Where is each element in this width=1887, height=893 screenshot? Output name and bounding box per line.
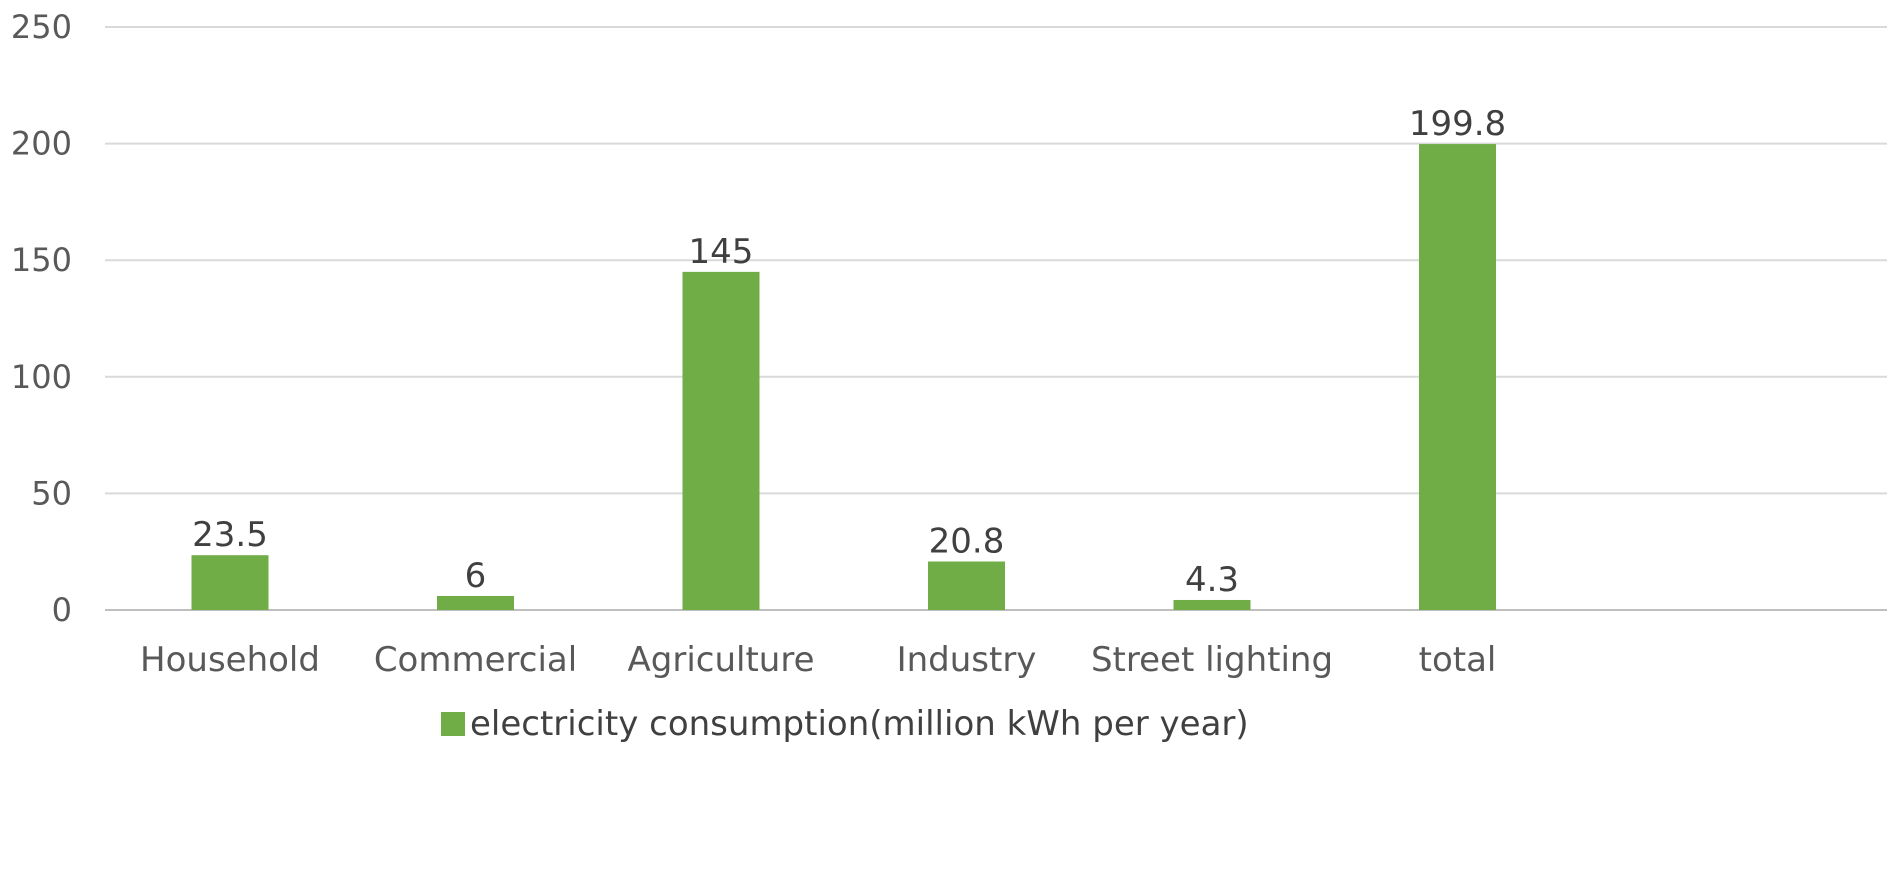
x-tick-label: Agriculture (628, 640, 815, 680)
x-tick-label: total (1419, 640, 1497, 680)
legend-swatch (441, 712, 465, 736)
x-tick-label: Industry (897, 640, 1037, 680)
bar (1173, 599, 1251, 610)
data-label: 20.8 (929, 521, 1005, 561)
bar (1419, 144, 1496, 610)
data-label: 199.8 (1409, 104, 1506, 144)
x-tick-label: Street lighting (1091, 640, 1333, 680)
bar (682, 271, 760, 610)
x-axis-ticks: Household Commercial Agriculture Industry St… (140, 640, 1496, 680)
legend: electricity consumption(million kWh per … (441, 704, 1249, 744)
gridlines (105, 26, 1887, 611)
data-label: 145 (689, 232, 754, 272)
bar (928, 561, 1005, 610)
x-tick-label: Household (140, 640, 320, 680)
data-label: 23.5 (192, 515, 268, 555)
bars (191, 144, 1496, 610)
y-tick-label: 100 (11, 358, 72, 396)
data-label: 6 (465, 556, 487, 596)
data-labels: 23.5 6 145 20.8 4.3 199.8 (192, 104, 1506, 600)
y-tick-label: 200 (11, 125, 72, 163)
y-tick-label: 150 (11, 241, 72, 279)
y-axis-ticks: 0 50 100 150 200 250 (11, 8, 72, 629)
y-tick-label: 0 (52, 591, 72, 629)
y-tick-label: 50 (31, 474, 72, 512)
x-tick-label: Commercial (374, 640, 577, 680)
bar (191, 555, 269, 610)
data-label: 4.3 (1185, 560, 1239, 600)
y-tick-label: 250 (11, 8, 72, 46)
bar (437, 596, 514, 610)
legend-label: electricity consumption(million kWh per … (470, 704, 1249, 744)
